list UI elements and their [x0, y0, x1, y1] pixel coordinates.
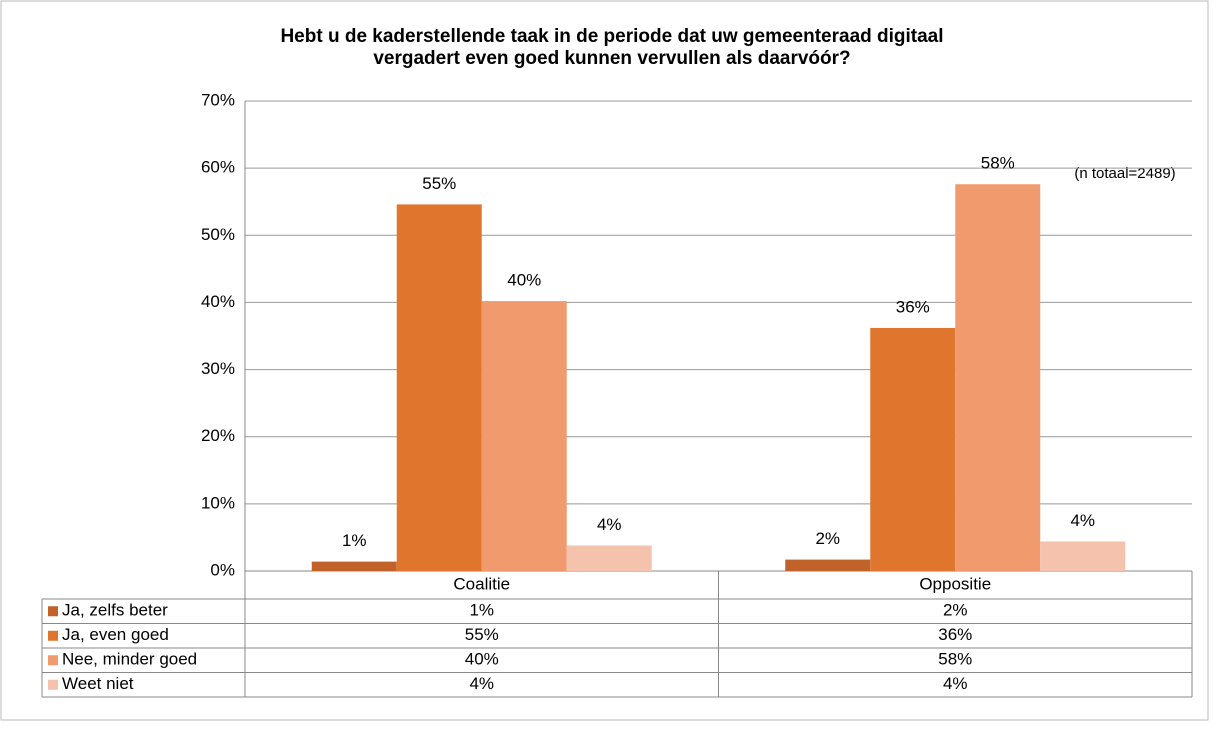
y-tick-label: 30%	[201, 359, 235, 378]
chart-title: Hebt u de kaderstellende taak in de peri…	[280, 26, 943, 47]
x-tick-label: Coalitie	[453, 574, 510, 593]
bar	[396, 204, 482, 571]
legend-swatch	[48, 679, 58, 690]
legend-label: Nee, minder goed	[62, 650, 197, 669]
data-label: 58%	[981, 154, 1015, 173]
legend-label: Weet niet	[62, 674, 134, 693]
bar	[870, 327, 956, 571]
y-tick-label: 70%	[201, 90, 235, 109]
table-cell: 36%	[938, 625, 972, 644]
y-tick-label: 50%	[201, 225, 235, 244]
data-label: 40%	[507, 271, 541, 290]
bar	[1040, 541, 1126, 571]
data-label: 1%	[342, 531, 367, 550]
data-label: 55%	[422, 174, 456, 193]
table-cell: 1%	[469, 601, 494, 620]
table-cell: 4%	[469, 674, 494, 693]
y-tick-label: 20%	[201, 426, 235, 445]
data-label: 2%	[815, 529, 840, 548]
legend-swatch	[48, 655, 58, 666]
table-cell: 4%	[943, 674, 968, 693]
table-cell: 2%	[943, 601, 968, 620]
legend-label: Ja, zelfs beter	[62, 601, 168, 620]
y-tick-label: 0%	[210, 560, 235, 579]
y-tick-label: 10%	[201, 493, 235, 512]
data-label: 4%	[1070, 511, 1095, 530]
bar	[566, 545, 652, 571]
legend-swatch	[48, 630, 58, 641]
y-tick-label: 60%	[201, 158, 235, 177]
x-tick-label: Oppositie	[919, 574, 991, 593]
data-label: 4%	[597, 515, 622, 534]
bar	[785, 559, 871, 571]
annotation: (n totaal=2489)	[1074, 165, 1175, 182]
chart-title: vergadert even goed kunnen vervullen als…	[373, 48, 850, 69]
legend-label: Ja, even goed	[62, 625, 169, 644]
bar	[955, 184, 1041, 571]
table-cell: 55%	[465, 625, 499, 644]
table-cell: 40%	[465, 650, 499, 669]
y-tick-label: 40%	[201, 292, 235, 311]
table-cell: 58%	[938, 650, 972, 669]
legend-swatch	[48, 606, 58, 617]
data-label: 36%	[896, 297, 930, 316]
bar	[481, 301, 567, 571]
bar	[311, 561, 397, 571]
